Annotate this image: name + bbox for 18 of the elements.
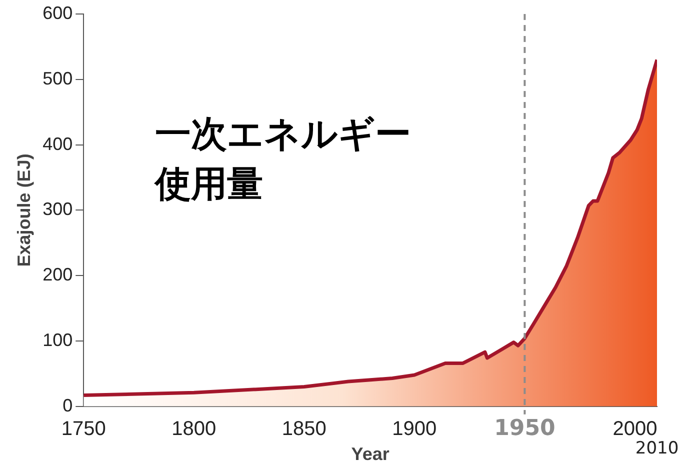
annotation: 一次エネルギー — [155, 113, 411, 157]
y-tick-label: 400 — [42, 134, 73, 154]
annotation: 使用量 — [155, 163, 264, 207]
x-axis-title: Year — [351, 444, 390, 464]
y-tick-label: 200 — [42, 264, 73, 285]
x-tick-label: 1750 — [61, 418, 106, 440]
y-axis-title: Exajoule (EJ) — [14, 154, 34, 267]
y-tick-label: 0 — [62, 395, 73, 416]
y-tick-label: 500 — [42, 68, 73, 88]
x-tick-label: 1900 — [392, 418, 437, 440]
y-tick-label: 100 — [42, 330, 73, 350]
x-tick-label: 1850 — [282, 418, 326, 440]
x-tick-label: 1800 — [172, 418, 216, 440]
x-tick-label: 2000 — [612, 418, 658, 440]
text: 2010 — [635, 438, 679, 458]
ref-line-label: 1950 — [494, 416, 556, 442]
y-tick-label: 300 — [42, 199, 73, 220]
y-tick-label: 600 — [42, 2, 73, 23]
